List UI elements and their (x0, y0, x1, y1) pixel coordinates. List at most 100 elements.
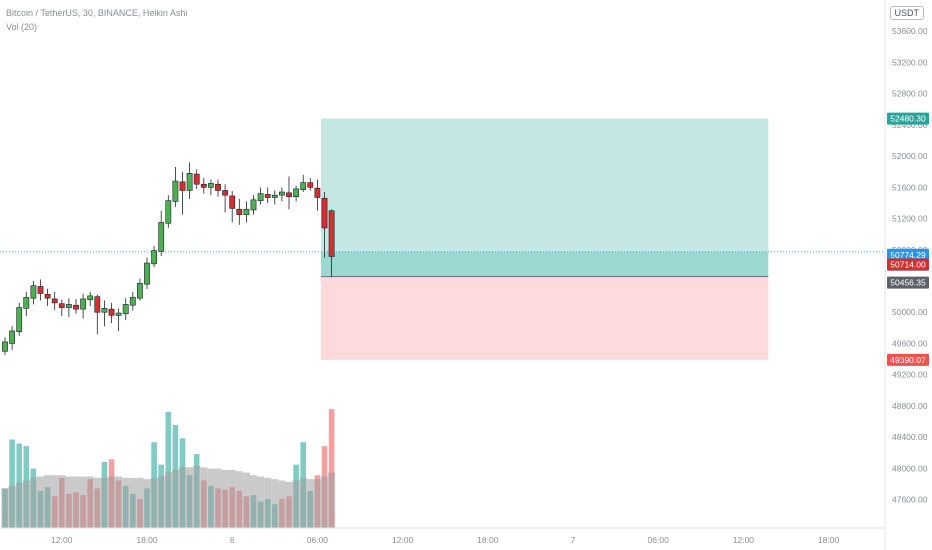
volume-ma-bar (122, 477, 130, 528)
volume-ma-bar (313, 479, 321, 528)
price-tag-close-label: 50714.00 (890, 260, 926, 270)
volume-ma-bar (278, 480, 286, 528)
candle-body (44, 293, 51, 299)
time-tick-label: 12:00 (733, 535, 755, 545)
candle-body (328, 210, 335, 257)
candle-body (58, 303, 65, 308)
volume-pane (1, 409, 336, 528)
candle-body (9, 330, 15, 344)
price-tag-stop (887, 353, 929, 366)
candle-body (108, 308, 115, 316)
time-tick-label: 18:00 (136, 535, 158, 545)
time-tick-label: 12:00 (51, 535, 73, 545)
candle-body (80, 298, 86, 310)
volume-ma-bar (214, 468, 222, 528)
volume-ma-bar (292, 480, 300, 528)
candle-body (94, 296, 101, 313)
volume-ma-bar (143, 479, 151, 528)
volume-ma-bar (150, 477, 158, 528)
price-tag-target-label: 52480.30 (890, 114, 926, 124)
time-tick-label: 7 (571, 535, 576, 545)
candle-body (200, 183, 207, 188)
price-tick-label: 49600.00 (892, 338, 928, 348)
volume-ma-bar (285, 481, 293, 528)
price-tick-label: 48000.00 (892, 463, 928, 473)
volume-ma-bar (200, 467, 208, 528)
candle-body (243, 208, 250, 215)
candle-body (250, 199, 257, 211)
volume-ma-bar (320, 476, 329, 528)
profit-zone (320, 118, 769, 277)
candle-body (193, 173, 200, 185)
time-tick-label: 06:00 (648, 535, 670, 545)
volume-ma-bar (228, 469, 236, 528)
volume-ma-bar (264, 477, 272, 528)
time-tick-label: 18:00 (818, 535, 840, 545)
price-tag-close (887, 258, 929, 271)
loss-zone (320, 276, 769, 360)
volume-ma-bar (58, 475, 66, 528)
price-tick-label: 52000.00 (892, 151, 928, 161)
price-tick-label: 52400.00 (892, 120, 928, 130)
volume-ma-bar (306, 479, 314, 528)
candle-body (307, 182, 314, 188)
candle-body (115, 312, 122, 316)
candle-body (30, 285, 37, 299)
volume-bar (328, 409, 335, 528)
price-tags: 52480.3050774.2904:1650714.0050456.35493… (887, 112, 929, 366)
candle-body (222, 190, 228, 196)
volume-ma-bar (115, 476, 123, 528)
candle-body (257, 193, 264, 201)
volume-ma-bar (207, 468, 215, 528)
volume-ma-bar (157, 476, 165, 528)
candle-body (158, 222, 165, 252)
volume-ma-bar (235, 471, 243, 528)
volume-ma-bar (36, 476, 45, 528)
candle-body (271, 194, 278, 198)
candle-body (229, 195, 236, 209)
candle-body (179, 181, 186, 191)
candle-body (51, 298, 58, 304)
time-tick-label: 12:00 (392, 535, 414, 545)
volume-bar (9, 439, 15, 528)
candle-body (300, 182, 307, 190)
volume-ma-bar (136, 477, 144, 528)
volume-indicator-label[interactable]: Vol (20) (6, 22, 38, 32)
candle-body (186, 172, 193, 191)
volume-ma-bar (44, 475, 52, 528)
candle-body (278, 191, 285, 196)
currency-badge[interactable]: USDT (889, 6, 924, 20)
volume-ma-bar (129, 477, 137, 528)
price-tick-label: 53600.00 (892, 26, 928, 36)
volume-ma-bar (257, 476, 265, 528)
symbol-title[interactable]: Bitcoin / TetherUS, 30, BINANCE, Heikin … (6, 8, 188, 18)
volume-ma-bar (29, 477, 37, 528)
candle-body (73, 304, 79, 310)
candle-body (151, 250, 157, 265)
volume-ma-bar (100, 477, 108, 528)
volume-ma-bar (164, 472, 172, 528)
volume-ma-bar (72, 476, 80, 528)
volume-ma-bar (186, 467, 194, 528)
volume-ma-bar (65, 476, 73, 528)
price-tag-stop-label: 49390.07 (890, 355, 926, 365)
volume-bar (165, 411, 172, 528)
volume-ma-bar (1, 488, 9, 528)
time-tick-label: 06:00 (307, 535, 329, 545)
price-tick-label: 53200.00 (892, 57, 928, 67)
volume-ma-bar (22, 480, 30, 528)
candle-body (2, 341, 8, 352)
price-tick-label: 47600.00 (892, 495, 928, 505)
price-tick-label: 48800.00 (892, 401, 928, 411)
volume-ma-bar (51, 475, 59, 528)
volume-ma-bar (15, 483, 23, 528)
volume-ma-bar (86, 476, 94, 528)
volume-ma-bar (242, 472, 250, 528)
volume-ma-bar (249, 475, 258, 528)
volume-ma-bar (328, 472, 336, 528)
position-tool[interactable] (320, 118, 769, 360)
volume-ma-bar (178, 467, 187, 528)
price-tag-entry (887, 276, 929, 289)
price-tick-label: 48400.00 (892, 432, 928, 442)
